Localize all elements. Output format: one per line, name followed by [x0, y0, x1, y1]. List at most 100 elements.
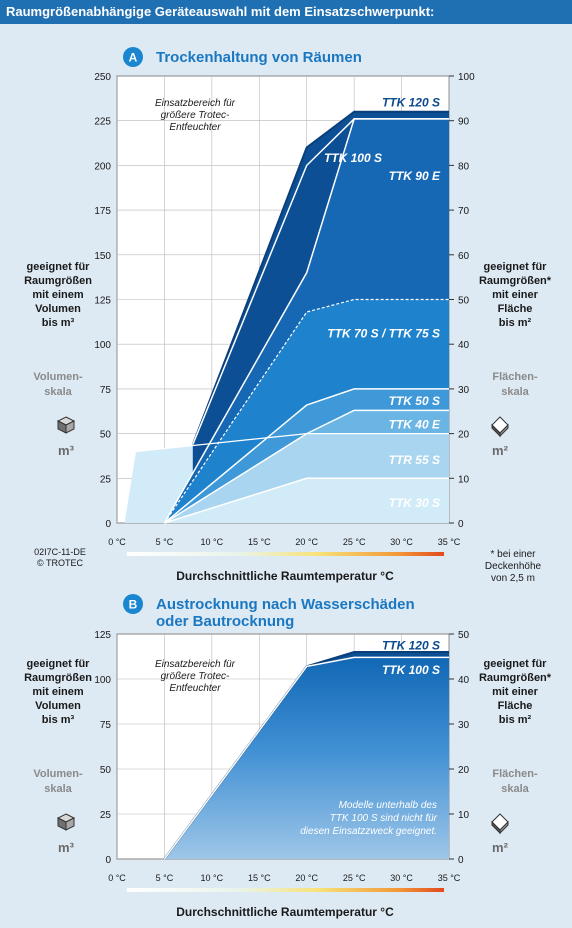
chart-a-title: Trockenhaltung von Räumen: [156, 49, 362, 66]
x-axis-label: Durchschnittliche Raumtemperatur °C: [176, 569, 394, 583]
y-tick-label: 75: [100, 720, 112, 731]
right-axis-label-5: bis m²: [499, 714, 532, 726]
left-axis-label-4: Volumen: [35, 303, 81, 315]
series-label-ttk-100-s-b: TTK 100 S: [382, 663, 440, 677]
y-tick-label: 100: [94, 675, 111, 686]
y-tick-label: 25: [100, 810, 112, 821]
x-tick-label: 10 °C: [201, 537, 224, 547]
series-label-ttk-100-s: TTK 100 S: [324, 151, 382, 165]
area-square-icon-edge-right: [499, 423, 509, 438]
left-axis-label-5: bis m³: [42, 317, 75, 329]
x-tick-label: 10 °C: [201, 873, 224, 883]
series-ttk-70-75-s-line: [163, 298, 449, 524]
series-label-ttk-30-s: TTK 30 S: [389, 496, 440, 510]
right-scale-label-2: skala: [501, 783, 529, 795]
series-ttk-30-s-area: [164, 478, 449, 523]
series-ttk-30-s-line: [164, 477, 449, 524]
y-right-tick-label: 10: [458, 810, 470, 821]
right-scale-label-1: Flächen-: [492, 371, 538, 383]
range-note-b-2: größere Trotec-: [161, 671, 230, 682]
series-label-ttk-40-e: TTK 40 E: [389, 417, 441, 431]
series-label-ttk-90-e: TTK 90 E: [389, 169, 441, 183]
left-axis-label-1: geeignet für: [27, 261, 91, 273]
y-right-tick-label: 10: [458, 474, 470, 485]
x-axis-label: Durchschnittliche Raumtemperatur °C: [176, 905, 394, 919]
x-tick-label: 35 °C: [438, 537, 461, 547]
y-right-tick-label: 90: [458, 117, 470, 128]
y-right-tick-label: 100: [458, 72, 475, 83]
range-note-a-2: größere Trotec-: [161, 110, 230, 121]
y-right-tick-label: 0: [458, 855, 464, 866]
right-scale-label-2: skala: [501, 386, 529, 398]
chart-b-title-2: oder Bautrocknung: [156, 613, 294, 630]
range-note-b-1: Einsatzbereich für: [155, 659, 236, 670]
chart-a-badge-letter: A: [129, 51, 138, 65]
x-tick-label: 20 °C: [295, 537, 318, 547]
y-right-tick-label: 40: [458, 675, 470, 686]
right-axis-label-2: Raumgrößen*: [479, 672, 552, 684]
series-label-ttk-120-s-b: TTK 120 S: [382, 638, 440, 652]
y-tick-label: 125: [94, 296, 111, 307]
y-tick-label: 125: [94, 630, 111, 641]
left-axis-label-2: Raumgrößen: [24, 672, 92, 684]
y-tick-label: 0: [105, 855, 111, 866]
note-b-3: diesen Einsatzzweck geeignet.: [300, 826, 437, 837]
code-label-2: © TROTEC: [37, 558, 83, 568]
series-ttk-50-s-line: [163, 388, 449, 524]
left-unit-label: m³: [58, 840, 75, 855]
volume-cube-icon-right: [65, 420, 75, 434]
y-tick-label: 0: [105, 519, 111, 530]
y-right-tick-label: 40: [458, 340, 470, 351]
y-tick-label: 25: [100, 474, 112, 485]
y-tick-label: 150: [94, 251, 111, 262]
y-right-tick-label: 50: [458, 296, 470, 307]
chart-a-badge-circle: [123, 47, 143, 67]
series-ttk-100-s-line-b: [163, 656, 449, 860]
x-tick-label: 5 °C: [156, 537, 174, 547]
footnote-3: von 2,5 m: [491, 573, 535, 584]
note-b-1: Modelle unterhalb des: [339, 800, 437, 811]
y-tick-label: 100: [94, 340, 111, 351]
y-right-tick-label: 20: [458, 430, 470, 441]
chart-figure: TTK 120 S TTK 100 S TTK 90 E TTK 70 S / TTK…: [24, 47, 552, 919]
range-note-a-3: Entfeuchter: [169, 122, 221, 133]
note-b-2: TTK 100 S sind nicht für: [330, 813, 438, 824]
code-label-1: 02I7C-11-DE: [34, 547, 86, 557]
y-tick-label: 50: [100, 430, 112, 441]
chart-b-title-1: Austrocknung nach Wasserschäden: [156, 596, 415, 613]
range-note-b-3: Entfeuchter: [169, 683, 221, 694]
y-right-tick-label: 70: [458, 206, 470, 217]
series-ttk-120-s-line: [191, 110, 449, 445]
y-tick-label: 250: [94, 72, 111, 83]
x-tick-label: 0 °C: [108, 537, 126, 547]
left-axis-label-3: mit einem: [32, 289, 84, 301]
range-note-a-1: Einsatzbereich für: [155, 98, 236, 109]
right-axis-label-5: bis m²: [499, 317, 532, 329]
left-unit-label: m³: [58, 443, 75, 458]
y-right-tick-label: 30: [458, 385, 470, 396]
left-scale-label-2: skala: [44, 783, 72, 795]
series-label-ttr-55-s: TTR 55 S: [389, 453, 440, 467]
left-axis-label-2: Raumgrößen: [24, 275, 92, 287]
temperature-bar: [127, 552, 444, 556]
left-axis-label-5: bis m³: [42, 714, 75, 726]
series-label-ttk-70-75-s: TTK 70 S / TTK 75 S: [327, 326, 440, 340]
x-tick-label: 35 °C: [438, 873, 461, 883]
y-tick-label: 75: [100, 385, 112, 396]
right-axis-label-3: mit einer: [492, 289, 539, 301]
y-tick-label: 50: [100, 765, 112, 776]
series-ttk-100-s-area-b: [164, 657, 449, 859]
left-axis-label-4: Volumen: [35, 700, 81, 712]
y-right-tick-label: 80: [458, 161, 470, 172]
x-tick-label: 15 °C: [248, 537, 271, 547]
right-axis-label-2: Raumgrößen*: [479, 275, 552, 287]
footnote-1: * bei einer: [490, 549, 536, 560]
y-tick-label: 225: [94, 117, 111, 128]
right-unit-label: m²: [492, 443, 509, 458]
y-tick-label: 175: [94, 206, 111, 217]
y-right-tick-label: 20: [458, 765, 470, 776]
chart-b-badge-circle: [123, 594, 143, 614]
volume-cube-icon-right: [65, 817, 75, 831]
x-tick-label: 25 °C: [343, 873, 366, 883]
x-tick-label: 15 °C: [248, 873, 271, 883]
